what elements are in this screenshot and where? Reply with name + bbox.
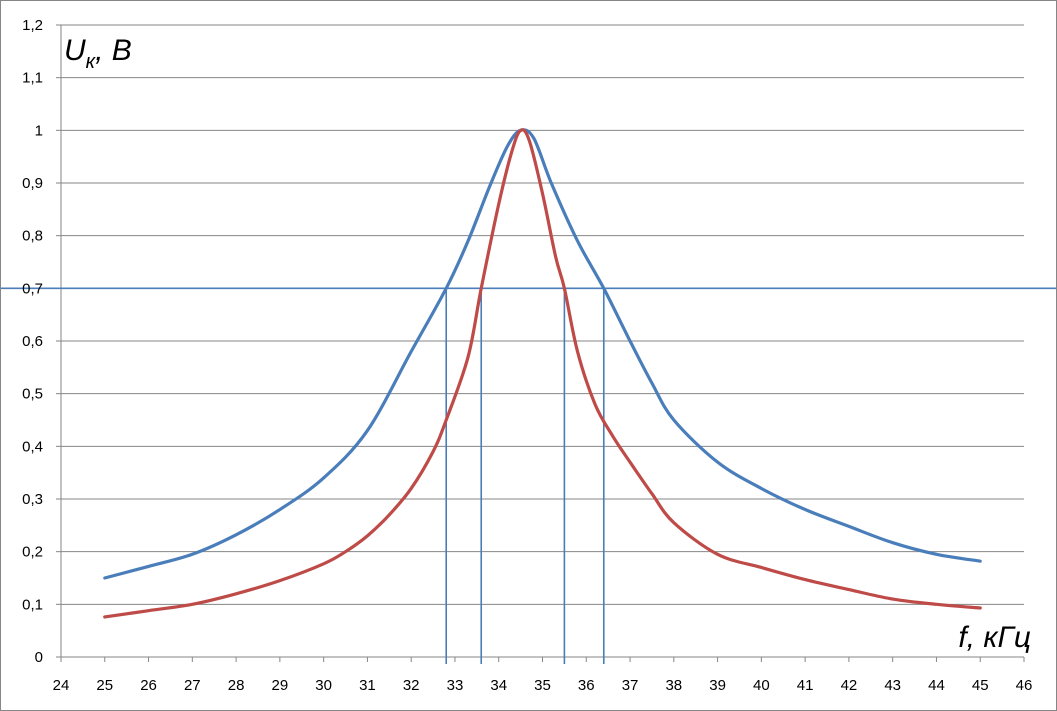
y-axis-title-unit: , В [95,34,132,67]
x-axis-title: f, кГц [958,621,1031,654]
x-tick-label: 35 [534,677,551,694]
reference-lines [1,287,1056,664]
y-tick-label: 0,7 [22,280,43,297]
x-tick-label: 31 [359,677,376,694]
y-tick-label: 0 [35,649,43,666]
y-axis-title-main: U [64,34,86,67]
x-tick-label: 41 [797,677,814,694]
x-tick-label: 44 [928,677,945,694]
x-tick-label: 37 [622,677,639,694]
x-tick-label: 30 [315,677,332,694]
x-tick-label: 42 [841,677,858,694]
y-tick-label: 1,2 [22,17,43,34]
x-tick-label: 38 [665,677,682,694]
x-tick-label: 24 [53,677,70,694]
y-tick-label: 0,1 [22,596,43,613]
x-tick-label: 28 [228,677,245,694]
x-tick-label: 32 [403,677,420,694]
y-tick-label: 0,4 [22,438,43,455]
x-tick-label: 26 [140,677,157,694]
y-tick-label: 1 [35,122,43,139]
y-tick-label: 0,3 [22,491,43,508]
y-tick-label: 0,8 [22,228,43,245]
y-tick-label: 1,1 [22,70,43,87]
x-tick-label: 39 [709,677,726,694]
y-axis-title-subscript: к [86,51,97,73]
x-tick-label: 45 [972,677,989,694]
x-tick-label: 29 [272,677,289,694]
tick-labels: 0 0,1 0,2 0,3 0,4 0,5 0,6 0,7 0,8 0,9 1 1,1 1,2 24 25 2… [22,17,1032,694]
x-tick-label: 46 [1016,677,1033,694]
x-tick-label: 36 [578,677,595,694]
x-tick-label: 25 [96,677,113,694]
series-lines [103,128,982,619]
y-tick-label: 0,6 [22,333,43,350]
y-tick-label: 0,2 [22,544,43,561]
y-tick-label: 0,5 [22,386,43,403]
axes [56,24,1025,662]
x-tick-label: 34 [490,677,507,694]
y-axis-title: Uк, В [64,34,132,73]
x-tick-label: 40 [753,677,770,694]
series-line-1 [103,128,982,580]
y-tick-label: 0,9 [22,175,43,192]
x-tick-label: 33 [447,677,464,694]
gridlines [61,24,1024,605]
x-tick-label: 27 [184,677,201,694]
x-tick-label: 43 [884,677,901,694]
series-line-2 [103,128,982,619]
